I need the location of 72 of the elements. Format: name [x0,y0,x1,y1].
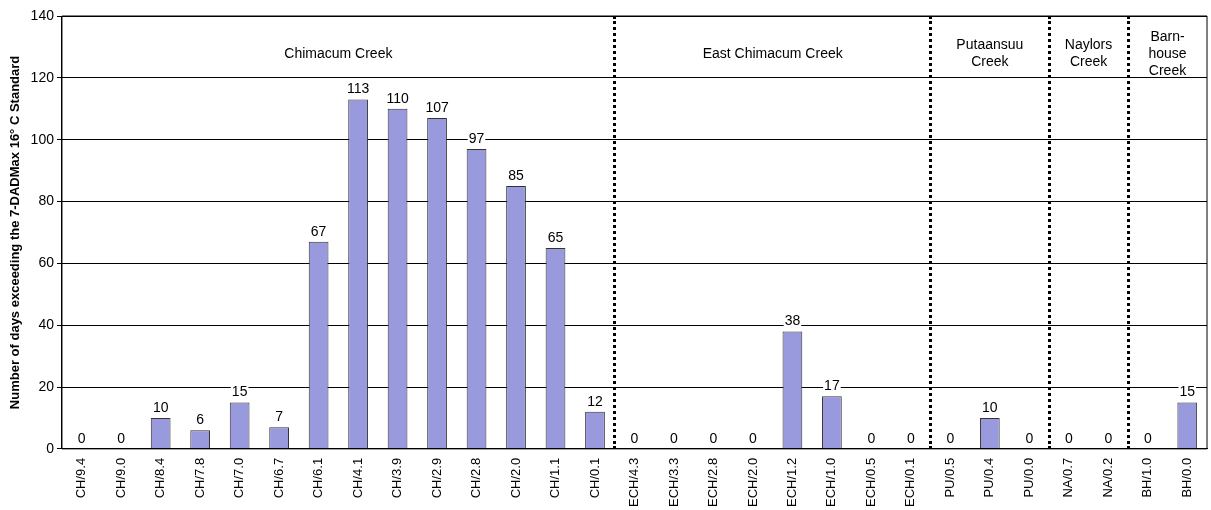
data-label: 10 [152,398,169,415]
x-tick-label: PU/0.4 [981,457,997,498]
data-label: 97 [468,129,485,146]
x-tick-label: ECH/3.3 [665,457,681,508]
data-label: 0 [749,429,758,446]
x-tick-label: CH/1.1 [547,457,563,499]
y-axis-title: Number of days exceeding the 7-DADMax 16° C Standard [7,55,23,410]
data-label: 67 [310,222,327,239]
annotation: Barn- house Creek [1148,27,1188,78]
data-label: 113 [346,80,370,97]
y-tick-label: 80 [38,192,55,209]
data-label: 0 [867,429,876,446]
x-tick-label: CH/2.0 [507,457,523,499]
x-tick-label: ECH/0.5 [862,457,878,508]
data-label: 0 [670,429,679,446]
data-label: 0 [1104,429,1113,446]
x-tick-label: PU/0.5 [941,457,957,498]
data-label: 0 [1025,429,1034,446]
x-tick-label: ECH/2.0 [744,457,760,508]
x-tick-label: CH/2.9 [428,457,444,499]
x-tick-label: ECH/2.8 [705,457,721,508]
annotation: Naylors Creek [1064,36,1113,70]
x-tick-label: NA/0.7 [1060,457,1076,498]
data-label: 0 [77,429,86,446]
data-label: 12 [587,392,603,409]
data-label: 0 [906,429,915,446]
annotation: Chimacum Creek [284,44,394,61]
data-label: 65 [547,228,564,245]
x-tick-label: CH/9.4 [73,457,89,499]
x-tick-label: ECH/1.0 [823,457,839,508]
data-label: 15 [1179,383,1196,400]
y-tick-label: 120 [30,68,55,85]
x-tick-label: ECH/4.3 [626,457,642,508]
data-label: 85 [508,166,525,183]
data-label: 17 [824,377,840,394]
x-tick-label: CH/8.4 [152,457,168,499]
data-label: 15 [231,383,248,400]
data-label: 6 [196,411,205,428]
x-tick-label: NA/0.2 [1099,457,1115,498]
x-tick-label: CH/4.1 [349,457,365,499]
y-tick-label: 100 [30,130,55,147]
x-tick-label: ECH/0.1 [902,457,918,508]
data-label: 0 [630,429,639,446]
data-label: 7 [275,408,284,425]
x-tick-label: CH/6.1 [310,457,326,499]
data-label: 0 [1143,429,1152,446]
y-tick-label: 20 [38,377,55,394]
x-tick-label: CH/0.1 [586,457,602,499]
x-tick-label: BH/0.0 [1178,457,1194,498]
y-tick-label: 0 [46,439,55,456]
y-tick-label: 40 [38,316,55,333]
data-label: 0 [117,429,126,446]
annotation: Putaansuu Creek [956,36,1024,70]
x-tick-label: CH/7.8 [191,457,207,499]
data-label: 0 [709,429,718,446]
data-label: 10 [982,398,998,415]
data-label: 38 [784,312,801,329]
x-tick-label: ECH/1.2 [783,457,799,508]
x-tick-label: BH/1.0 [1139,457,1155,498]
annotation: East Chimacum Creek [702,44,844,61]
x-tick-label: CH/6.7 [270,457,286,499]
x-tick-label: CH/3.9 [389,457,405,499]
data-label: 0 [946,429,955,446]
x-tick-label: CH/7.0 [231,457,247,499]
data-label: 0 [1064,429,1073,446]
x-tick-label: CH/2.8 [468,457,484,499]
x-tick-label: CH/9.0 [112,457,128,499]
data-label: 110 [386,89,409,106]
x-tick-label: PU/0.0 [1020,457,1036,498]
y-tick-label: 60 [38,254,55,271]
y-tick-label: 140 [30,6,55,23]
data-label: 107 [425,98,449,115]
